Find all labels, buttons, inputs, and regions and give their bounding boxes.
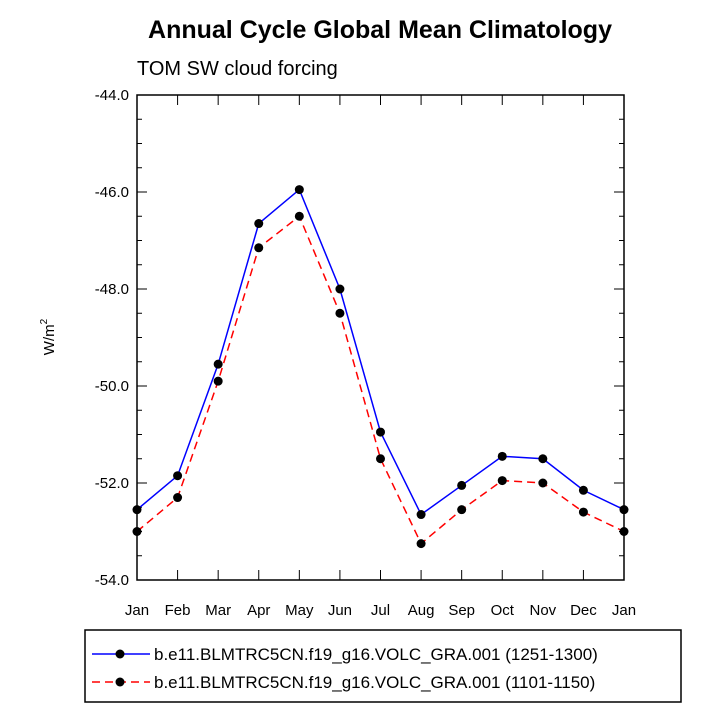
y-tick-labels: -44.0 -46.0 -48.0 -50.0 -52.0 -54.0 xyxy=(95,87,129,589)
data-point-s2 xyxy=(538,478,548,488)
x-tick-label: Jun xyxy=(328,602,352,619)
series-line-2 xyxy=(136,215,625,545)
x-tick-label: Oct xyxy=(491,602,515,619)
data-point-s2 xyxy=(578,507,588,517)
data-point-s1 xyxy=(619,505,629,515)
data-point-s1 xyxy=(457,480,467,490)
data-point-s1 xyxy=(497,451,507,461)
legend-marker-1 xyxy=(115,649,125,659)
y-axis-label-text: W/m xyxy=(41,324,58,355)
chart-subtitle: TOM SW cloud forcing xyxy=(137,58,338,80)
x-tick-label: Jan xyxy=(612,602,636,619)
y-axis-label: W/m2 xyxy=(39,318,58,355)
data-point-s1 xyxy=(578,485,588,495)
plot-area: -44.0 -46.0 -48.0 -50.0 -52.0 -54.0 Jan Feb Mar… xyxy=(95,87,636,619)
legend-box xyxy=(84,629,682,703)
x-tick-label: Nov xyxy=(529,602,556,619)
x-tick-labels: Jan Feb Mar Apr May Jun Jul Aug Sep Oct Nov Dec Jan xyxy=(125,602,636,619)
x-tick-label: May xyxy=(285,602,314,619)
data-point-s1 xyxy=(416,510,426,520)
x-tick-label: Mar xyxy=(205,602,231,619)
data-point-s2 xyxy=(457,505,467,515)
x-tick-label: Dec xyxy=(570,602,597,619)
data-point-s2 xyxy=(254,243,264,253)
data-point-s1 xyxy=(254,219,264,229)
data-point-s1 xyxy=(294,185,304,195)
x-tick-label: Sep xyxy=(448,602,475,619)
data-point-s2 xyxy=(497,476,507,486)
y-tick-label: -44.0 xyxy=(95,87,129,104)
series-line-1 xyxy=(136,188,625,516)
chart-title: Annual Cycle Global Mean Climatology xyxy=(148,16,612,44)
data-point-s2 xyxy=(294,211,304,221)
y-tick-label: -46.0 xyxy=(95,184,129,201)
data-point-s2 xyxy=(376,454,385,464)
legend-label-1: b.e11.BLMTRC5CN.f19_g16.VOLC_GRA.001 (12… xyxy=(154,645,598,664)
data-point-s1 xyxy=(173,471,183,481)
data-point-s1 xyxy=(376,427,385,437)
legend-label-2: b.e11.BLMTRC5CN.f19_g16.VOLC_GRA.001 (11… xyxy=(154,673,595,692)
y-tick-label: -54.0 xyxy=(95,572,129,589)
data-point-s2 xyxy=(416,539,426,549)
plot-frame xyxy=(136,94,625,581)
x-tick-label: Feb xyxy=(165,602,191,619)
series-layer xyxy=(132,185,629,549)
x-tick-label: Aug xyxy=(408,602,435,619)
data-point-s1 xyxy=(213,359,223,369)
x-tick-label: Jul xyxy=(371,602,390,619)
data-point-s1 xyxy=(132,505,142,515)
data-point-s2 xyxy=(173,493,183,503)
y-axis-label-superscript: 2 xyxy=(39,318,50,324)
data-point-s2 xyxy=(619,527,629,536)
y-tick-label: -52.0 xyxy=(95,475,129,492)
data-point-s2 xyxy=(335,308,345,318)
legend-marker-2 xyxy=(115,677,125,687)
axis-ticks xyxy=(136,94,625,581)
x-tick-label: Apr xyxy=(247,602,270,619)
y-tick-label: -50.0 xyxy=(95,378,129,395)
x-tick-label: Jan xyxy=(125,602,149,619)
data-point-s2 xyxy=(213,376,223,386)
data-point-s1 xyxy=(335,284,345,294)
data-point-s1 xyxy=(538,454,548,464)
legend-entries: b.e11.BLMTRC5CN.f19_g16.VOLC_GRA.001 (12… xyxy=(92,645,598,692)
legend: b.e11.BLMTRC5CN.f19_g16.VOLC_GRA.001 (12… xyxy=(84,629,682,703)
y-tick-label: -48.0 xyxy=(95,281,129,298)
data-point-s2 xyxy=(132,527,142,536)
